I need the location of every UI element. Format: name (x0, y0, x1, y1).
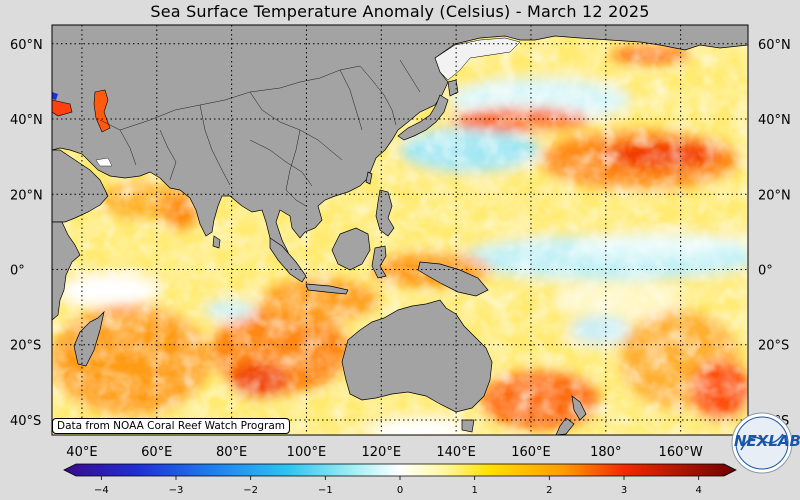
lat-tick-label: 60°N (10, 38, 43, 53)
colorbar-tick-label: −1 (318, 485, 333, 496)
lon-tick-label: 160°E (511, 445, 551, 460)
lat-tick-label: 40°N (758, 113, 791, 128)
lat-tick-label: 20°N (758, 188, 791, 203)
map-area (52, 25, 748, 435)
lon-labels: 40°E 60°E 80°E 100°E 120°E 140°E 160°E 180° 160°… (66, 445, 763, 460)
lon-tick-label: 80°E (216, 445, 247, 460)
colorbar-tick-label: −3 (169, 485, 184, 496)
black-sea (52, 99, 73, 117)
persian-gulf (95, 157, 113, 167)
lon-tick-label: 60°E (141, 445, 172, 460)
lon-tick-label: 180° (590, 445, 621, 460)
map-frame (51, 24, 749, 436)
lat-tick-label: 20°N (10, 188, 43, 203)
landmass (52, 25, 748, 435)
cold-patch (52, 92, 58, 100)
lat-tick-label: 40°N (10, 113, 43, 128)
lon-tick-label: 40°E (66, 445, 97, 460)
logo-text: NEXLAB (734, 432, 800, 450)
lat-tick-label: 20°S (10, 339, 41, 354)
colorbar-tick-label: 3 (621, 485, 627, 496)
caspian-sea (93, 89, 111, 133)
graticule (52, 25, 748, 435)
colorbar-tick-label: 0 (397, 485, 403, 496)
data-credit: Data from NOAA Coral Reef Watch Program (52, 418, 290, 434)
sea-ice (431, 37, 521, 81)
colorbar-tick-label: −4 (94, 485, 109, 496)
lat-tick-label: 40°S (10, 414, 41, 429)
country-borders (99, 59, 421, 207)
map-title: Sea Surface Temperature Anomaly (Celsius… (150, 2, 650, 21)
lon-tick-label: 140°E (436, 445, 476, 460)
lat-tick-label: 0° (10, 263, 25, 278)
colorbar-tick-label: −2 (243, 485, 258, 496)
colorbar-tick-label: 1 (471, 485, 477, 496)
colorbar: −4 −3 −2 −1 0 1 2 3 4 (63, 463, 737, 496)
lat-tick-label: 60°N (758, 38, 791, 53)
nexlab-logo-icon (731, 412, 793, 474)
lon-tick-label: 100°E (287, 445, 327, 460)
lat-labels-right: 60°N40°N20°N0°20°S40°S (758, 38, 791, 429)
colorbar-tick-label: 2 (546, 485, 552, 496)
lat-tick-label: 0° (758, 263, 773, 278)
lon-tick-label: 120°E (362, 445, 402, 460)
lat-labels-left: 60°N 40°N 20°N 0° 20°S 40°S (10, 38, 43, 429)
lon-tick-label: 160°W (659, 445, 703, 460)
lat-tick-label: 20°S (758, 339, 789, 354)
colorbar-tick-label: 4 (695, 485, 701, 496)
